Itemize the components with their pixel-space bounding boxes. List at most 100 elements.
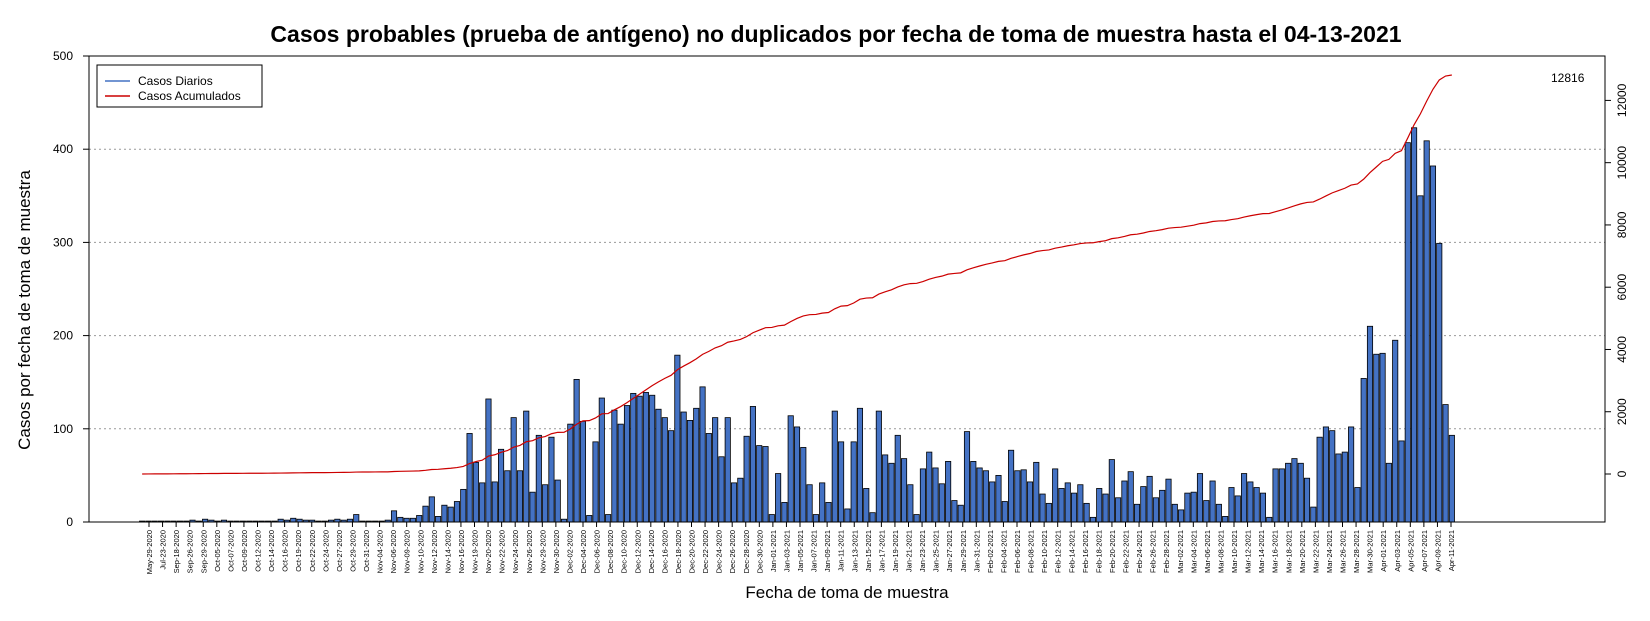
- x-tick-label: Jul-23-2020: [159, 530, 168, 570]
- x-tick-label: Dec-10-2020: [620, 530, 629, 573]
- bar: [1165, 478, 1172, 523]
- x-tick-label: Nov-30-2020: [552, 530, 561, 573]
- bar: [1291, 458, 1298, 523]
- bar: [989, 481, 996, 523]
- y2-tick-label: 12000: [1615, 83, 1629, 117]
- bar: [982, 470, 989, 523]
- x-tick-label: Jan-25-2021: [932, 530, 941, 572]
- bar: [435, 516, 442, 523]
- x-tick-label: Feb-10-2021: [1040, 530, 1049, 573]
- bar: [963, 431, 971, 523]
- bar: [409, 517, 416, 523]
- bar: [523, 410, 530, 523]
- x-tick-label: Oct-19-2020: [294, 530, 303, 572]
- bar: [535, 434, 542, 523]
- x-tick-label: Mar-04-2021: [1189, 530, 1198, 573]
- x-tick-label: Jan-03-2021: [782, 530, 791, 572]
- x-tick-label: Dec-24-2020: [715, 530, 724, 573]
- bar: [775, 473, 782, 523]
- y2-tick-label: 6000: [1615, 274, 1629, 301]
- bar: [825, 502, 832, 523]
- bar: [1140, 486, 1147, 523]
- bars-group: [139, 127, 1455, 523]
- x-tick-label: Nov-09-2020: [403, 530, 412, 573]
- bar: [1436, 242, 1443, 523]
- bar: [957, 504, 964, 523]
- x-tick-label: Feb-22-2021: [1122, 530, 1131, 573]
- bar: [1052, 468, 1059, 523]
- bar: [913, 514, 920, 523]
- y2-tick-label: 10000: [1615, 146, 1629, 180]
- bar: [1322, 426, 1329, 523]
- x-tick-label: Feb-12-2021: [1054, 530, 1063, 573]
- bar: [863, 488, 870, 523]
- cumulative-line: [142, 74, 1452, 475]
- x-axis: May-29-2020 Jul-23-2020 Sep-18-2020 Sep-26-…: [145, 522, 1456, 574]
- legend-label-daily: Casos Diarios: [138, 74, 213, 88]
- legend: Casos Diarios Casos Acumulados: [96, 64, 263, 108]
- bar: [1448, 434, 1455, 523]
- bar: [504, 470, 511, 523]
- bar: [1335, 453, 1342, 523]
- x-tick-label: Jan-31-2021: [972, 530, 981, 572]
- bar: [498, 448, 505, 523]
- x-axis-title: Fecha de toma de muestra: [745, 583, 949, 602]
- x-tick-label: Apr-03-2021: [1393, 530, 1402, 572]
- bar: [1297, 462, 1304, 523]
- bar: [516, 470, 523, 523]
- x-tick-label: Oct-12-2020: [254, 530, 263, 572]
- end-value-label: 12816: [1551, 71, 1585, 85]
- bar: [1253, 487, 1260, 523]
- bar: [743, 435, 750, 523]
- bar: [951, 500, 958, 523]
- bar: [1429, 165, 1437, 523]
- bar: [693, 407, 700, 523]
- x-tick-label: Nov-24-2020: [511, 530, 520, 573]
- bar: [353, 514, 360, 523]
- bar: [686, 420, 693, 523]
- bar: [586, 515, 593, 523]
- x-tick-label: Jan-09-2021: [823, 530, 832, 572]
- y2-tick-label: 8000: [1615, 211, 1629, 238]
- plot-frame: [88, 55, 1606, 523]
- bar: [762, 446, 769, 523]
- bar: [1278, 468, 1285, 523]
- y-tick-label: 100: [53, 422, 73, 436]
- bar: [1058, 488, 1065, 523]
- bar: [768, 514, 775, 523]
- bar: [1133, 503, 1141, 523]
- bar: [1108, 459, 1115, 523]
- bar: [1259, 492, 1267, 523]
- y-axis-right: 0 2000 4000 6000 8000 10000 12000: [1605, 83, 1629, 477]
- bar: [1247, 481, 1254, 523]
- bar: [812, 514, 819, 523]
- bar: [724, 417, 731, 523]
- bar: [447, 506, 454, 523]
- chart-title: Casos probables (prueba de antígeno) no …: [270, 21, 1401, 47]
- x-tick-label: Jan-27-2021: [945, 530, 954, 572]
- bar: [1373, 353, 1380, 523]
- bar: [699, 386, 706, 523]
- x-tick-label: Feb-18-2021: [1094, 530, 1103, 573]
- bar: [976, 467, 983, 523]
- bar: [749, 406, 756, 523]
- bar: [850, 441, 857, 523]
- bar: [453, 501, 461, 523]
- bar: [1008, 449, 1015, 523]
- bar: [1360, 378, 1367, 523]
- x-tick-label: Mar-02-2021: [1176, 530, 1185, 573]
- x-tick-label: Mar-26-2021: [1339, 530, 1348, 573]
- x-tick-label: Feb-20-2021: [1108, 530, 1117, 573]
- x-tick-label: Jan-01-2021: [769, 530, 778, 572]
- bar: [1026, 481, 1034, 523]
- x-tick-label: Mar-12-2021: [1244, 530, 1253, 573]
- bar: [472, 461, 479, 523]
- bar: [1020, 469, 1027, 523]
- bar: [1385, 462, 1392, 523]
- bar: [1234, 495, 1241, 523]
- bar: [737, 477, 744, 523]
- x-tick-label: Mar-28-2021: [1352, 530, 1361, 573]
- bar: [1215, 503, 1222, 523]
- bar: [1127, 471, 1134, 523]
- bar: [1152, 497, 1159, 523]
